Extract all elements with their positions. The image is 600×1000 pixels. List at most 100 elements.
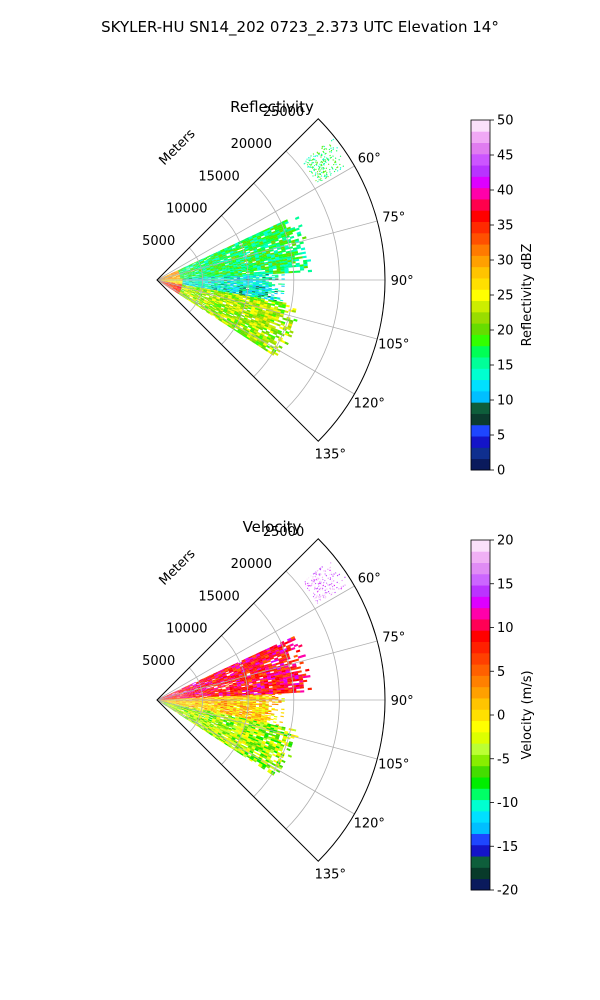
echo-cell bbox=[282, 660, 288, 663]
echo-cell bbox=[207, 706, 211, 708]
echo-cell bbox=[255, 289, 259, 291]
echo-cell bbox=[217, 288, 221, 290]
echo-cell bbox=[245, 322, 250, 326]
echo-cell bbox=[200, 305, 205, 309]
echo-cell bbox=[230, 672, 235, 676]
echo-cell bbox=[245, 336, 250, 340]
echo-cell bbox=[179, 274, 184, 276]
echo-cell bbox=[280, 268, 285, 271]
echo-cell bbox=[228, 315, 233, 319]
range-tick-label: 5000 bbox=[142, 234, 175, 249]
echo-cell bbox=[236, 667, 241, 671]
echo-cell bbox=[177, 286, 182, 289]
echo-cell bbox=[206, 267, 211, 270]
echo-cell bbox=[216, 680, 221, 683]
echo-cell bbox=[253, 298, 258, 301]
echo-cell bbox=[233, 279, 237, 280]
echo-cell bbox=[208, 681, 213, 684]
echo-cell bbox=[259, 705, 263, 707]
echo-cell bbox=[204, 287, 208, 289]
echo-cell bbox=[283, 241, 288, 245]
echo-cell bbox=[275, 276, 279, 278]
echo-cell bbox=[194, 294, 198, 297]
echo-cell bbox=[180, 697, 185, 698]
echo-cell bbox=[233, 280, 237, 281]
echo-cell bbox=[251, 259, 257, 262]
echo-cell bbox=[225, 670, 230, 673]
echo-cell bbox=[204, 260, 209, 263]
echo-cell bbox=[192, 297, 197, 301]
echo-cell bbox=[188, 283, 193, 284]
echo-cell bbox=[217, 686, 222, 689]
echo-cell bbox=[239, 258, 244, 261]
colorbar-tick-label: 35 bbox=[497, 219, 514, 234]
echo-cell bbox=[223, 291, 227, 293]
echo-cell bbox=[172, 278, 177, 279]
echo-cell bbox=[179, 283, 183, 285]
echo-cell bbox=[249, 281, 253, 283]
echo-cell bbox=[228, 322, 233, 326]
echo-cell bbox=[331, 166, 333, 168]
echo-cell bbox=[274, 254, 279, 258]
echo-cell bbox=[281, 708, 285, 711]
echo-cell bbox=[265, 322, 270, 326]
echo-cell bbox=[249, 301, 253, 305]
echo-cell bbox=[252, 275, 256, 277]
echo-cell bbox=[299, 684, 304, 687]
echo-cell bbox=[210, 707, 215, 709]
echo-cell bbox=[272, 263, 277, 267]
echo-cell bbox=[194, 269, 199, 272]
echo-cell bbox=[332, 159, 334, 161]
echo-cell bbox=[172, 281, 177, 283]
echo-cell bbox=[201, 296, 206, 299]
echo-cell bbox=[240, 698, 244, 700]
echo-cell bbox=[239, 283, 244, 284]
echo-cell bbox=[212, 682, 217, 685]
echo-cell bbox=[171, 692, 176, 695]
echo-cell bbox=[246, 675, 252, 678]
echo-cell bbox=[218, 254, 223, 258]
echo-cell bbox=[191, 696, 196, 698]
echo-cell bbox=[193, 266, 198, 269]
echo-cell bbox=[268, 267, 273, 270]
echo-cell bbox=[223, 667, 228, 670]
echo-cell bbox=[182, 701, 186, 703]
echo-cell bbox=[265, 704, 269, 706]
echo-cell bbox=[199, 679, 204, 683]
echo-cell bbox=[232, 682, 237, 685]
echo-cell bbox=[270, 328, 275, 332]
echo-cell bbox=[282, 240, 288, 243]
echo-cell bbox=[232, 292, 236, 294]
echo-cell bbox=[311, 159, 313, 161]
echo-cell bbox=[229, 288, 234, 290]
echo-cell bbox=[217, 673, 222, 676]
echo-cell bbox=[252, 246, 257, 249]
echo-cell bbox=[217, 705, 221, 707]
echo-cell bbox=[182, 293, 187, 296]
echo-cell bbox=[300, 268, 305, 271]
echo-cell bbox=[298, 676, 303, 679]
echo-cell bbox=[200, 297, 205, 300]
echo-cell bbox=[252, 245, 257, 248]
echo-cell bbox=[259, 662, 264, 666]
echo-cell bbox=[265, 705, 269, 707]
echo-cell bbox=[286, 238, 292, 242]
echo-cell bbox=[175, 691, 180, 694]
echo-cell bbox=[306, 259, 312, 262]
echo-cell bbox=[207, 707, 211, 709]
echo-cell bbox=[180, 275, 184, 277]
echo-cell bbox=[198, 278, 202, 280]
echo-cell bbox=[258, 650, 264, 654]
echo-cell bbox=[182, 689, 187, 692]
echo-cell bbox=[262, 280, 266, 282]
echo-cell bbox=[232, 680, 237, 683]
echo-cell bbox=[252, 288, 256, 291]
echo-cell bbox=[217, 277, 221, 279]
echo-cell bbox=[188, 297, 193, 300]
echo-cell bbox=[211, 704, 215, 706]
echo-cell bbox=[221, 267, 227, 270]
echo-cell bbox=[274, 709, 279, 711]
echo-cell bbox=[287, 679, 292, 683]
echo-cell bbox=[176, 277, 181, 278]
echo-cell bbox=[260, 653, 265, 657]
